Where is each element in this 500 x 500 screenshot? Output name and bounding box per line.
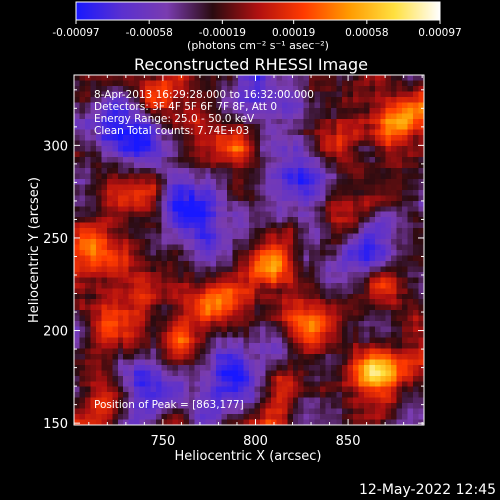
x-tick-label: 800	[243, 434, 268, 449]
annotation-line: Energy Range: 25.0 - 50.0 keV	[94, 113, 255, 125]
colorbar-tick-label: 0.00097	[418, 27, 461, 39]
peak-position-label: Position of Peak = [863,177]	[94, 399, 244, 411]
y-axis-label: Heliocentric Y (arcsec)	[27, 177, 42, 323]
annotation-line: 8-Apr-2013 16:29:28.000 to 16:32:00.000	[94, 89, 314, 101]
annotation-line: Clean Total counts: 7.74E+03	[94, 125, 249, 137]
footer-timestamp: 12-May-2022 12:45	[359, 482, 496, 498]
heatmap-raster	[74, 75, 424, 425]
colorbar-tick-label: -0.00019	[199, 27, 246, 39]
y-axis: 150 200 250 300	[43, 89, 424, 432]
x-tick-label: 850	[336, 434, 361, 449]
y-tick-label: 200	[43, 325, 68, 340]
colorbar-tick-label: -0.00097	[52, 27, 99, 39]
colorbar: -0.00097 -0.00058 -0.00019 0.00019 0.00058 0.…	[52, 1, 462, 52]
x-tick-label: 750	[150, 434, 175, 449]
y-tick-label: 250	[43, 232, 68, 247]
y-tick-label: 300	[43, 139, 68, 154]
x-axis: 750 800 850	[88, 75, 423, 449]
colorbar-tick-label: -0.00058	[126, 27, 173, 39]
annotation-line: Detectors: 3F 4F 5F 6F 7F 8F, Att 0	[94, 101, 277, 113]
plot-frame	[73, 74, 425, 426]
colorbar-ticks: -0.00097 -0.00058 -0.00019 0.00019 0.00058 0.…	[52, 20, 462, 39]
colorbar-tick-label: 0.00058	[345, 27, 388, 39]
x-axis-label: Heliocentric X (arcsec)	[175, 449, 322, 464]
annotations: 8-Apr-2013 16:29:28.000 to 16:32:00.000D…	[94, 89, 314, 137]
chart-title: Reconstructed RHESSI Image	[134, 55, 368, 74]
colorbar-strip	[75, 1, 441, 21]
y-tick-label: 150	[43, 417, 68, 432]
colorbar-unit-label: (photons cm⁻² s⁻¹ asec⁻²)	[187, 39, 329, 52]
heatmap-image	[73, 74, 425, 426]
colorbar-tick-label: 0.00019	[272, 27, 315, 39]
